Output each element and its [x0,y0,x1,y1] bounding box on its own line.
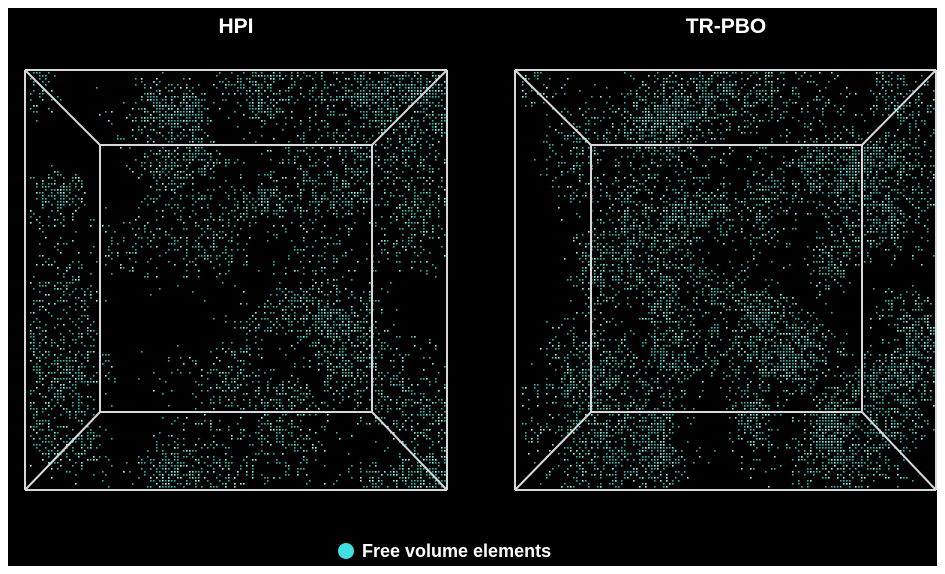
panel-title: HPI [218,15,253,38]
panel-title: TR-PBO [686,15,767,38]
legend-label: Free volume elements [362,541,551,561]
legend-marker [338,543,354,559]
background [8,8,937,566]
figure: HPI TR-PBO Free volume elements [0,0,945,574]
